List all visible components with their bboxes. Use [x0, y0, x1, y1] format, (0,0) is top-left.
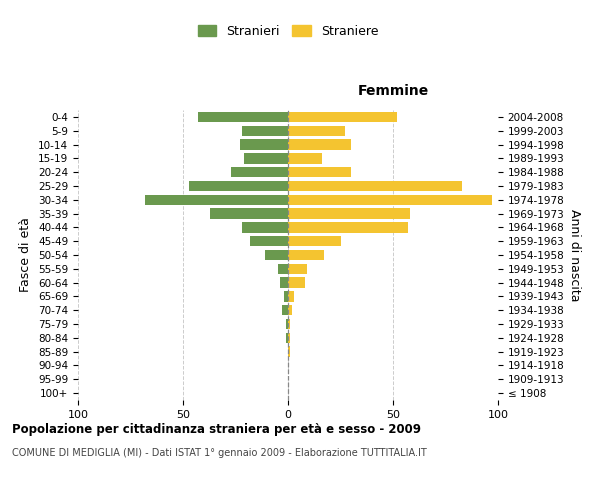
- Bar: [277, 264, 288, 274]
- Bar: [288, 264, 307, 274]
- Bar: [240, 140, 288, 149]
- Bar: [288, 319, 290, 329]
- Text: COMUNE DI MEDIGLIA (MI) - Dati ISTAT 1° gennaio 2009 - Elaborazione TUTTITALIA.I: COMUNE DI MEDIGLIA (MI) - Dati ISTAT 1° …: [12, 448, 427, 458]
- Legend: Stranieri, Straniere: Stranieri, Straniere: [194, 21, 382, 42]
- Text: Popolazione per cittadinanza straniera per età e sesso - 2009: Popolazione per cittadinanza straniera p…: [12, 422, 421, 436]
- Bar: [288, 112, 397, 122]
- Bar: [265, 250, 288, 260]
- Bar: [250, 236, 288, 246]
- Bar: [242, 222, 288, 232]
- Bar: [288, 208, 410, 219]
- Bar: [211, 208, 288, 219]
- Bar: [288, 153, 322, 164]
- Bar: [282, 305, 288, 316]
- Bar: [244, 153, 288, 164]
- Bar: [280, 278, 288, 288]
- Bar: [288, 305, 292, 316]
- Bar: [288, 278, 305, 288]
- Bar: [288, 140, 351, 149]
- Bar: [288, 236, 341, 246]
- Bar: [288, 346, 290, 357]
- Bar: [286, 319, 288, 329]
- Bar: [190, 181, 288, 191]
- Bar: [288, 250, 324, 260]
- Bar: [288, 126, 344, 136]
- Bar: [286, 332, 288, 343]
- Bar: [288, 167, 351, 177]
- Y-axis label: Fasce di età: Fasce di età: [19, 218, 32, 292]
- Y-axis label: Anni di nascita: Anni di nascita: [568, 209, 581, 301]
- Bar: [284, 291, 288, 302]
- Bar: [288, 181, 463, 191]
- Bar: [288, 194, 492, 205]
- Text: Femmine: Femmine: [358, 84, 428, 98]
- Bar: [288, 332, 290, 343]
- Bar: [145, 194, 288, 205]
- Bar: [198, 112, 288, 122]
- Bar: [242, 126, 288, 136]
- Bar: [288, 291, 295, 302]
- Bar: [288, 222, 408, 232]
- Bar: [232, 167, 288, 177]
